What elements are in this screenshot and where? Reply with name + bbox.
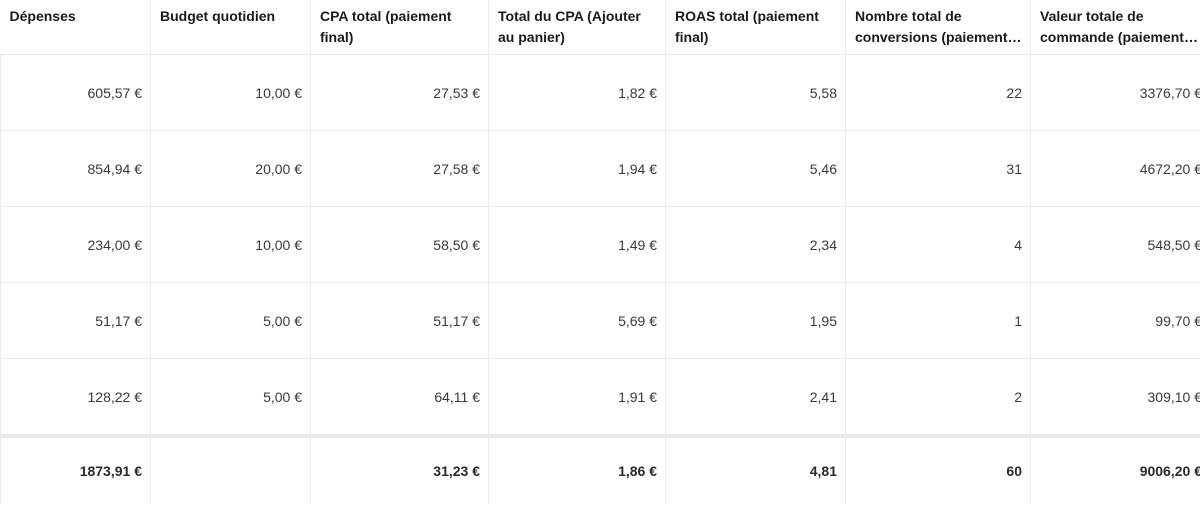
cell-daily-budget: 20,00 € xyxy=(150,130,311,207)
total-order-value: 9006,20 € xyxy=(1030,434,1200,504)
cell-spend: 51,17 € xyxy=(0,282,151,359)
cell-cpa-add-to-cart: 1,94 € xyxy=(488,130,666,207)
cell-roas: 2,34 xyxy=(665,206,846,283)
cell-order-value: 548,50 € xyxy=(1030,206,1200,283)
cell-cpa-add-to-cart: 5,69 € xyxy=(488,282,666,359)
cell-cpa-add-to-cart: 1,91 € xyxy=(488,358,666,437)
cell-cpa-checkout: 27,58 € xyxy=(310,130,489,207)
cell-conversions: 2 xyxy=(845,358,1031,437)
column-header-conversions[interactable]: Nombre total de conversions (paiement fi… xyxy=(845,0,1031,55)
table-row[interactable]: 128,22 €5,00 €64,11 €1,91 €2,41 2 309,10 € xyxy=(0,358,1200,437)
cell-roas: 5,58 xyxy=(665,54,846,131)
total-daily-budget xyxy=(150,434,311,504)
column-header-order-value[interactable]: Valeur totale de commande (paiement fina… xyxy=(1030,0,1200,55)
column-header-label: CPA total (paiement final) xyxy=(320,8,452,45)
column-header-cpa-add-to-cart[interactable]: Total du CPA (Ajouter au panier) xyxy=(488,0,666,55)
cell-conversions: 1 xyxy=(845,282,1031,359)
cell-daily-budget: 10,00 € xyxy=(150,54,311,131)
table-body: 605,57 €10,00 €27,53 €1,82 €5,58 22 3376,7… xyxy=(0,54,1200,504)
column-header-roas[interactable]: ROAS total (paiement final) xyxy=(665,0,846,55)
total-roas: 4,81 xyxy=(665,434,846,504)
cell-conversions: 4 xyxy=(845,206,1031,283)
column-header-label: Budget quotidien xyxy=(160,8,276,24)
cell-cpa-checkout: 51,17 € xyxy=(310,282,489,359)
column-header-label: Dépenses xyxy=(9,8,76,24)
cell-daily-budget: 5,00 € xyxy=(150,282,311,359)
cell-spend: 234,00 € xyxy=(0,206,151,283)
table-row[interactable]: 234,00 €10,00 €58,50 €1,49 €2,34 4 548,50 … xyxy=(0,206,1200,283)
cell-roas: 1,95 xyxy=(665,282,846,359)
cell-daily-budget: 10,00 € xyxy=(150,206,311,283)
cell-cpa-checkout: 58,50 € xyxy=(310,206,489,283)
cell-roas: 2,41 xyxy=(665,358,846,437)
column-header-label: Valeur totale de commande (paiement fina… xyxy=(1040,8,1184,45)
cell-conversions: 22 xyxy=(845,54,1031,131)
column-header-spend[interactable]: Dépenses xyxy=(0,0,151,55)
total-cpa-add-to-cart: 1,86 € xyxy=(488,434,666,504)
cell-cpa-checkout: 64,11 € xyxy=(310,358,489,437)
column-header-daily-budget[interactable]: Budget quotidien xyxy=(150,0,311,55)
cell-spend: 605,57 € xyxy=(0,54,151,131)
header-row: Dépenses Budget quotidien CPA total (paiem… xyxy=(0,0,1200,55)
table-row[interactable]: 605,57 €10,00 €27,53 €1,82 €5,58 22 3376,7… xyxy=(0,54,1200,131)
cell-conversions: 31 xyxy=(845,130,1031,207)
cell-order-value: 4672,20 € xyxy=(1030,130,1200,207)
table-row[interactable]: 854,94 €20,00 €27,58 €1,94 €5,46 31 4672,2… xyxy=(0,130,1200,207)
totals-row: 1873,91 € 31,23 €1,86 €4,81 60 9006,20 € xyxy=(0,434,1200,504)
total-cpa-checkout: 31,23 € xyxy=(310,434,489,504)
total-spend: 1873,91 € xyxy=(0,434,151,504)
cell-cpa-add-to-cart: 1,82 € xyxy=(488,54,666,131)
cell-order-value: 99,70 € xyxy=(1030,282,1200,359)
column-header-label: ROAS total (paiement final) xyxy=(675,8,819,45)
column-header-label: Nombre total de conversions (paiement fi… xyxy=(855,8,1008,45)
cell-spend: 854,94 € xyxy=(0,130,151,207)
cell-cpa-add-to-cart: 1,49 € xyxy=(488,206,666,283)
cell-roas: 5,46 xyxy=(665,130,846,207)
cell-daily-budget: 5,00 € xyxy=(150,358,311,437)
cell-order-value: 309,10 € xyxy=(1030,358,1200,437)
total-conversions: 60 xyxy=(845,434,1031,504)
cell-spend: 128,22 € xyxy=(0,358,151,437)
table-row[interactable]: 51,17 €5,00 €51,17 €5,69 €1,95 1 99,70 € xyxy=(0,282,1200,359)
column-header-cpa-checkout[interactable]: CPA total (paiement final) xyxy=(310,0,489,55)
column-header-label: Total du CPA (Ajouter au panier) xyxy=(498,8,641,45)
cell-order-value: 3376,70 € xyxy=(1030,54,1200,131)
cell-cpa-checkout: 27,53 € xyxy=(310,54,489,131)
